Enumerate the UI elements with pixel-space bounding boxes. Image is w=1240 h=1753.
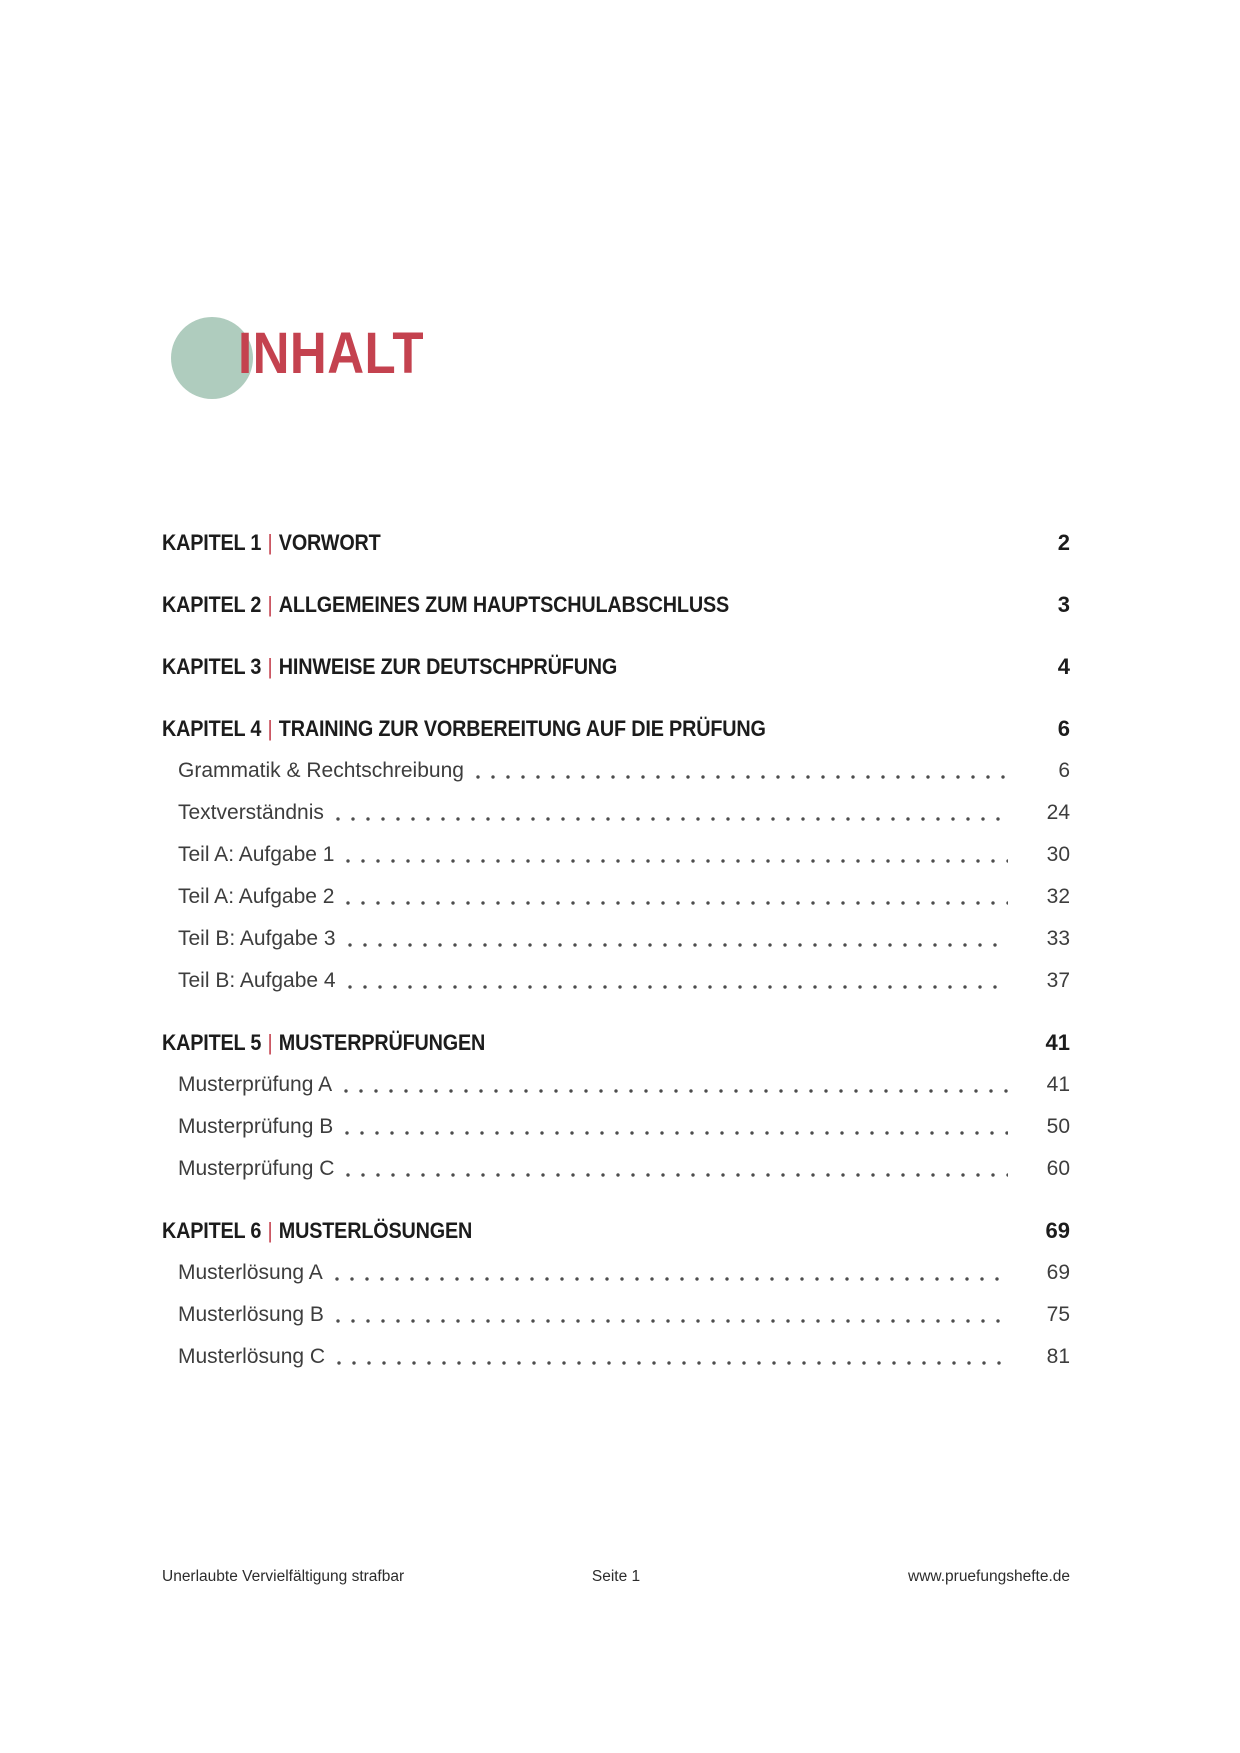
toc-entry-page-number: 24: [1046, 801, 1070, 824]
toc-entry-page-number: 69: [1046, 1261, 1070, 1284]
dot-leader: [335, 817, 1008, 821]
toc-sub-row[interactable]: Musterlösung C 81: [162, 1342, 1070, 1372]
toc-entry-page-number: 30: [1046, 843, 1070, 866]
dot-leader: [344, 1089, 1008, 1093]
toc-entry-label: Grammatik & Rechtschreibung: [178, 759, 464, 782]
chapter-separator: |: [267, 1030, 273, 1055]
toc-entry-page-number: 33: [1046, 927, 1070, 950]
dot-leader: [347, 943, 1008, 947]
toc-entry-page-number: 41: [1046, 1073, 1070, 1096]
toc-entry-label: Musterlösung C: [178, 1345, 326, 1368]
chapter-separator: |: [267, 592, 273, 617]
chapter-separator: |: [267, 530, 273, 555]
toc-entry-page-number: 37: [1046, 969, 1070, 992]
chapter-number: KAPITEL 3: [162, 654, 262, 679]
chapter-label: KAPITEL 1 | VORWORT: [162, 528, 381, 558]
toc-sub-row[interactable]: Musterprüfung B 50: [162, 1112, 1070, 1142]
toc-entry-page-number: 60: [1046, 1157, 1070, 1180]
toc-chapter-row[interactable]: KAPITEL 6 | MUSTERLÖSUNGEN 69: [162, 1216, 1070, 1246]
dot-leader: [475, 775, 1008, 779]
dot-leader: [347, 985, 1008, 989]
chapter-page-number: 6: [1057, 716, 1070, 741]
toc-sub-row[interactable]: Teil B: Aufgabe 3 33: [162, 924, 1070, 954]
chapter-page-number: 41: [1045, 1030, 1070, 1055]
toc-sub-row[interactable]: Teil A: Aufgabe 2 32: [162, 882, 1070, 912]
toc-entry-page-number: 6: [1058, 759, 1070, 782]
footer-copyright-notice: Unerlaubte Vervielfältigung strafbar: [162, 1568, 405, 1585]
toc-sub-row[interactable]: Musterlösung A 69: [162, 1258, 1070, 1288]
toc-entry-page-number: 81: [1046, 1345, 1070, 1368]
toc-entry-label: Musterlösung A: [178, 1261, 323, 1284]
chapter-title: HINWEISE ZUR DEUTSCHPRÜFUNG: [278, 654, 618, 679]
dot-leader: [346, 901, 1008, 905]
chapter-page-number: 2: [1057, 530, 1070, 555]
toc-sub-row[interactable]: Teil B: Aufgabe 4 37: [162, 966, 1070, 996]
chapter-label: KAPITEL 6 | MUSTERLÖSUNGEN: [162, 1216, 472, 1246]
chapter-title: MUSTERPRÜFUNGEN: [278, 1030, 486, 1055]
chapter-title: TRAINING ZUR VORBEREITUNG AUF DIE PRÜFUN…: [278, 716, 766, 741]
page-footer: Unerlaubte Vervielfältigung strafbar Sei…: [162, 1566, 1070, 1588]
toc-entry-page-number: 50: [1046, 1115, 1070, 1138]
chapter-separator: |: [267, 716, 273, 741]
table-of-contents: KAPITEL 1 | VORWORT 2 KAPITEL 2 | ALLGEMEINE…: [162, 528, 1070, 1372]
footer-website-link[interactable]: www.pruefungshefte.de: [908, 1568, 1070, 1585]
toc-chapter-row[interactable]: KAPITEL 5 | MUSTERPRÜFUNGEN 41: [162, 1028, 1070, 1058]
footer-page-indicator: Seite 1: [591, 1568, 641, 1585]
dot-leader: [334, 1277, 1008, 1281]
chapter-title: MUSTERLÖSUNGEN: [278, 1218, 473, 1243]
chapter-title: ALLGEMEINES ZUM HAUPTSCHULABSCHLUSS: [278, 592, 730, 617]
chapter-number: KAPITEL 1: [162, 530, 262, 555]
toc-chapter-row[interactable]: KAPITEL 3 | HINWEISE ZUR DEUTSCHPRÜFUNG 4: [162, 652, 1070, 682]
toc-sub-row[interactable]: Musterprüfung C 60: [162, 1154, 1070, 1184]
chapter-title: VORWORT: [278, 530, 381, 555]
chapter-label: KAPITEL 5 | MUSTERPRÜFUNGEN: [162, 1028, 485, 1058]
dot-leader: [335, 1319, 1008, 1323]
toc-entry-label: Teil A: Aufgabe 1: [178, 843, 335, 866]
chapter-number: KAPITEL 4: [162, 716, 262, 741]
title-accent-circle: [171, 317, 253, 399]
dot-leader: [346, 1173, 1008, 1177]
dot-leader: [346, 859, 1008, 863]
chapter-separator: |: [267, 654, 273, 679]
chapter-number: KAPITEL 6: [162, 1218, 262, 1243]
chapter-page-number: 4: [1057, 654, 1070, 679]
toc-sub-row[interactable]: Musterprüfung A 41: [162, 1070, 1070, 1100]
toc-chapter-row[interactable]: KAPITEL 2 | ALLGEMEINES ZUM HAUPTSCHULABSC…: [162, 590, 1070, 620]
chapter-label: KAPITEL 4 | TRAINING ZUR VORBEREITUNG AUF …: [162, 714, 766, 744]
page-title: INHALT: [238, 321, 424, 386]
toc-sub-row[interactable]: Teil A: Aufgabe 1 30: [162, 840, 1070, 870]
toc-sub-row[interactable]: Grammatik & Rechtschreibung 6: [162, 756, 1070, 786]
toc-sub-row[interactable]: Textverständnis 24: [162, 798, 1070, 828]
chapter-page-number: 3: [1057, 592, 1070, 617]
chapter-number: KAPITEL 2: [162, 592, 262, 617]
toc-entry-label: Teil A: Aufgabe 2: [178, 885, 335, 908]
toc-chapter-row[interactable]: KAPITEL 4 | TRAINING ZUR VORBEREITUNG AUF …: [162, 714, 1070, 744]
chapter-label: KAPITEL 3 | HINWEISE ZUR DEUTSCHPRÜFUNG: [162, 652, 617, 682]
toc-sub-row[interactable]: Musterlösung B 75: [162, 1300, 1070, 1330]
toc-entry-label: Teil B: Aufgabe 4: [178, 969, 336, 992]
toc-entry-label: Textverständnis: [178, 801, 324, 824]
toc-entry-page-number: 32: [1046, 885, 1070, 908]
chapter-label: KAPITEL 2 | ALLGEMEINES ZUM HAUPTSCHULABSC…: [162, 590, 729, 620]
toc-entry-label: Teil B: Aufgabe 3: [178, 927, 336, 950]
toc-entry-label: Musterprüfung B: [178, 1115, 334, 1138]
dot-leader: [345, 1131, 1008, 1135]
chapter-number: KAPITEL 5: [162, 1030, 262, 1055]
chapter-page-number: 69: [1045, 1218, 1070, 1243]
chapter-separator: |: [267, 1218, 273, 1243]
toc-chapter-row[interactable]: KAPITEL 1 | VORWORT 2: [162, 528, 1070, 558]
toc-entry-label: Musterlösung B: [178, 1303, 324, 1326]
toc-entry-page-number: 75: [1046, 1303, 1070, 1326]
toc-entry-label: Musterprüfung A: [178, 1073, 333, 1096]
toc-entry-label: Musterprüfung C: [178, 1157, 335, 1180]
dot-leader: [337, 1361, 1008, 1365]
